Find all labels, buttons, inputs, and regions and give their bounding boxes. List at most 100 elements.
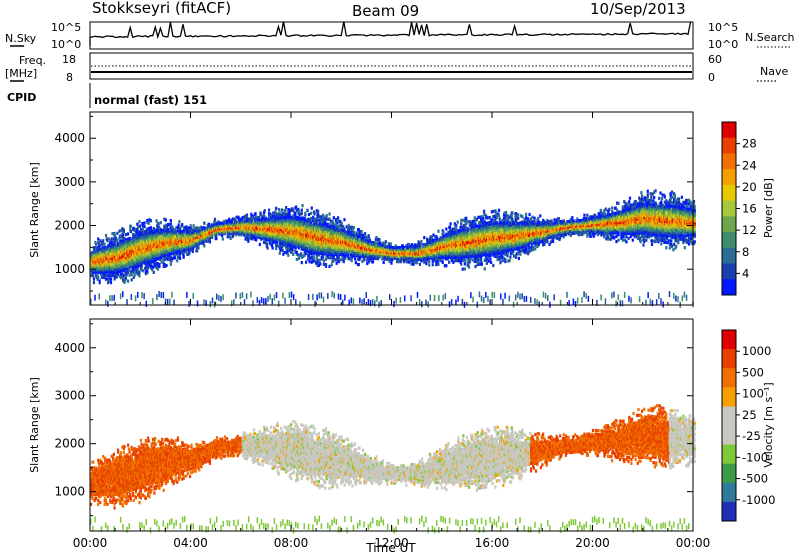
power-echo-cell [268, 241, 271, 245]
power-echo-cell [94, 274, 98, 278]
power-echo-cell [326, 236, 329, 240]
power-echo-cell [258, 242, 261, 247]
power-echo-cell [218, 223, 222, 227]
power-echo-cell [307, 246, 311, 250]
power-echo-cell [152, 227, 155, 231]
power-echo-cell [151, 254, 154, 258]
power-near-range-cell [145, 300, 148, 307]
power-echo-cell [310, 236, 313, 240]
power-echo-cell [345, 230, 348, 234]
power-echo-cell [387, 245, 390, 249]
power-echo-cell [262, 217, 265, 221]
power-echo-cell [260, 234, 264, 238]
power-echo-cell [349, 241, 352, 245]
power-echo-cell [299, 224, 302, 228]
power-echo-cell [296, 217, 299, 221]
power-echo-cell [360, 233, 363, 237]
power-echo-cell [306, 241, 309, 246]
power-echo-cell [307, 253, 311, 257]
power-echo-cell [143, 224, 146, 229]
power-echo-cell [102, 239, 105, 243]
power-echo-cell [340, 253, 343, 257]
power-echo-cell [357, 228, 360, 232]
power-near-range-cell [233, 299, 235, 306]
power-echo-cell [330, 249, 333, 253]
power-echo-cell [323, 227, 326, 232]
power-echo-cell [147, 239, 150, 243]
power-echo-cell [405, 254, 408, 259]
power-echo-cell [282, 212, 285, 216]
power-echo-cell [388, 258, 392, 262]
power-echo-cell [307, 257, 310, 261]
power-echo-cell [288, 241, 291, 246]
power-echo-cell [310, 255, 313, 259]
power-echo-cell [109, 277, 113, 281]
power-echo-cell [135, 229, 138, 233]
power-near-range-cell [196, 300, 199, 307]
power-echo-cell [233, 231, 236, 235]
power-echo-cell [148, 246, 151, 250]
nave-label: Nave [760, 65, 788, 78]
power-echo-cell [280, 217, 283, 221]
power-echo-cell [137, 253, 140, 257]
power-echo-cell [193, 232, 196, 237]
power-echo-cell [116, 231, 119, 235]
power-echo-cell [97, 249, 101, 253]
power-echo-cell [306, 208, 309, 212]
power-echo-cell [92, 251, 96, 255]
power-echo-cell [380, 253, 383, 257]
power-near-range-cell [160, 292, 162, 299]
power-echo-cell [297, 221, 300, 226]
power-echo-cell [137, 244, 140, 248]
power-echo-cell [280, 248, 283, 252]
power-echo-cell [288, 215, 291, 219]
power-near-range-cell [166, 298, 169, 305]
power-echo-cell [354, 257, 357, 261]
power-echo-cell [265, 221, 269, 226]
power-echo-cell [263, 230, 266, 234]
power-echo-cell [339, 247, 343, 251]
power-echo-cell [334, 224, 337, 229]
power-echo-cell [369, 256, 372, 260]
power-echo-cell [256, 219, 259, 223]
power-echo-cell [172, 249, 175, 254]
power-echo-cell [193, 243, 196, 247]
power-echo-cell [289, 234, 292, 239]
power-echo-cell [140, 268, 143, 272]
power-echo-cell [313, 212, 316, 216]
power-echo-cell [403, 253, 407, 257]
power-echo-cell [344, 230, 347, 234]
power-echo-cell [230, 222, 234, 226]
power-echo-cell [228, 229, 231, 234]
power-echo-cell [319, 230, 322, 235]
power-echo-cell [94, 251, 97, 255]
power-echo-cell [286, 222, 289, 226]
power-echo-cell [223, 221, 226, 225]
power-echo-cell [314, 242, 317, 246]
power-echo-cell [394, 246, 397, 250]
power-echo-cell [158, 233, 161, 237]
power-echo-cell [285, 218, 288, 222]
power-echo-cell [387, 250, 390, 255]
power-echo-cell [183, 241, 187, 245]
power-echo-cell [91, 251, 94, 255]
power-echo-cell [282, 252, 285, 256]
power-echo-cell [390, 245, 393, 250]
power-echo-cell [331, 219, 334, 223]
power-echo-cell [273, 222, 276, 226]
power-echo-cell [351, 255, 354, 259]
power-echo-cell [169, 225, 172, 230]
power-echo-cell [324, 264, 328, 268]
power-echo-cell [125, 273, 128, 277]
power-echo-cell [257, 235, 260, 239]
power-near-range-cell [337, 293, 340, 300]
power-echo-cell [231, 224, 234, 228]
power-echo-cell [275, 224, 278, 229]
power-echo-cell [265, 242, 269, 247]
power-echo-cell [111, 265, 114, 269]
power-echo-cell [209, 235, 212, 239]
power-echo-cell [361, 254, 364, 258]
power-echo-cell [336, 247, 339, 251]
power-echo-cell [92, 247, 96, 252]
power-echo-cell [133, 270, 136, 274]
